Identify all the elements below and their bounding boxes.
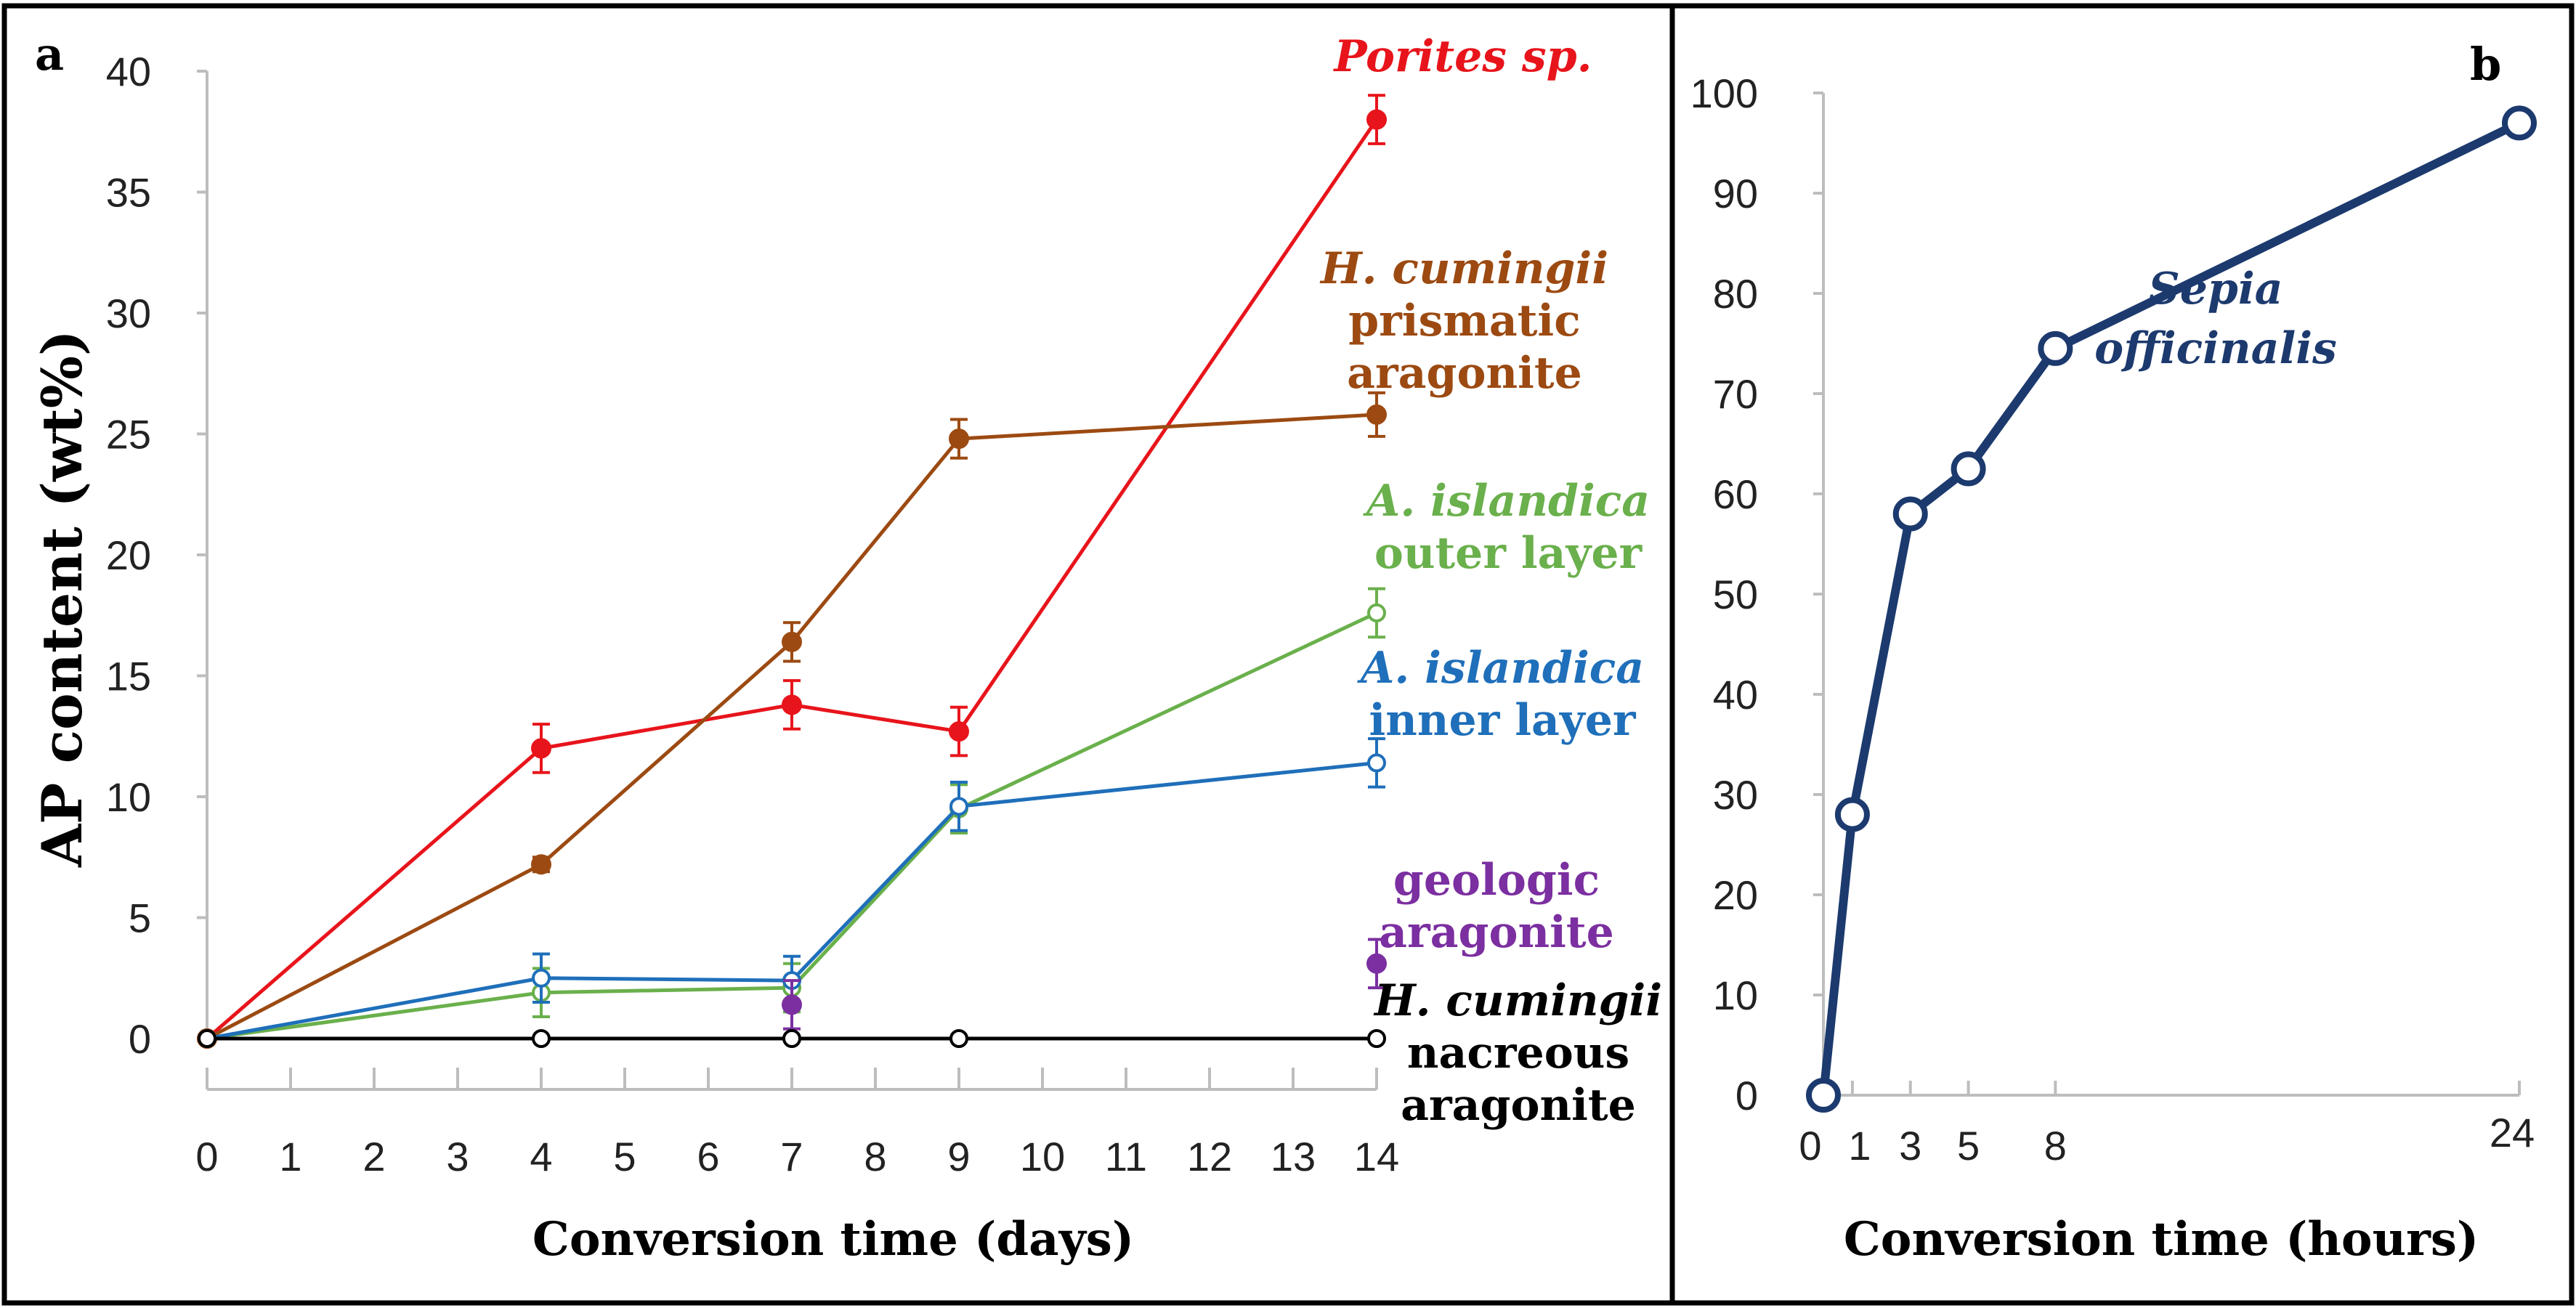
panel-a-y-tick-label: 25: [106, 412, 151, 458]
panel-a-data-point: [949, 721, 969, 742]
panel-b-letter: b: [2470, 38, 2501, 91]
panel-b-x-tick-label: 0: [1799, 1123, 1821, 1169]
panel-a-y-tick-label: 5: [129, 895, 151, 941]
panel-a-series-label: A. islandica: [1363, 476, 1650, 527]
panel-a-data-point: [1366, 109, 1387, 130]
panel-a-data-point: [531, 738, 551, 759]
panel-a-x-tick-label: 8: [864, 1134, 886, 1179]
panel-b-data-point: [2502, 105, 2537, 141]
panel-a-data-point: [1367, 603, 1386, 622]
panel-a-data-point: [1367, 1029, 1386, 1048]
panel-a-x-tick-label: 0: [195, 1134, 218, 1179]
panel-a-x-tick-label: 6: [697, 1134, 719, 1179]
panel-a-data-point: [949, 428, 969, 450]
panel-a-y-tick-label: 0: [129, 1016, 151, 1062]
panel-a-x-tick-label: 4: [530, 1134, 552, 1179]
panel-b-frame: [1669, 3, 2575, 1306]
panel-b-y-tick-label: 70: [1713, 371, 1758, 417]
panel-a-data-point: [531, 854, 551, 875]
panel-b-x-tick-label: 3: [1899, 1123, 1921, 1169]
panel-b-data-point: [1892, 496, 1928, 532]
panel-a-data-point: [949, 1029, 968, 1048]
panel-a-series-label: A. islandica: [1357, 643, 1644, 694]
panel-a-series-label: nacreous: [1407, 1028, 1629, 1079]
panel-a-letter: a: [35, 28, 64, 81]
panel-a-y-tick-label: 10: [106, 774, 151, 820]
panel-a-data-point: [532, 1029, 551, 1048]
panel-b-data-point: [1834, 797, 1870, 832]
panel-a-x-tick-label: 11: [1105, 1134, 1147, 1179]
panel-a-series-label: geologic: [1393, 855, 1600, 906]
panel-b-x-tick-label: 1: [1848, 1123, 1871, 1169]
panel-a-series-label: prismatic: [1348, 296, 1581, 346]
panel-b-y-tick-label: 60: [1713, 471, 1758, 517]
panel-b-y-tick-label: 20: [1713, 872, 1758, 918]
panel-b-y-tick-label: 0: [1735, 1073, 1758, 1118]
panel-a-x-tick-label: 13: [1271, 1134, 1316, 1179]
panel-a-y-tick-label: 30: [106, 291, 151, 336]
panel-b-data-point: [1806, 1078, 1841, 1113]
panel-b-data-point: [2038, 330, 2073, 366]
panel-a-y-tick-label: 20: [106, 532, 151, 578]
panel-a-series-line-porites-sp: [206, 118, 1379, 1040]
panel-b-y-tick-label: 80: [1713, 271, 1758, 317]
panel-b-series-label: Sepia: [2148, 264, 2283, 314]
panel-a-data-point: [1366, 953, 1387, 974]
panel-a-x-tick-label: 2: [362, 1134, 385, 1179]
panel-a-data-point: [782, 994, 802, 1015]
panel-a-x-tick-label: 3: [446, 1134, 469, 1179]
panel-a-data-point: [782, 1029, 801, 1048]
panel-a-data-point: [949, 797, 968, 816]
panel-b-y-tick-label: 100: [1690, 70, 1758, 116]
panel-a-x-tick-label: 14: [1354, 1134, 1399, 1179]
panel-a-y-tick-label: 35: [106, 170, 151, 216]
panel-a-x-axis-title: Conversion time (days): [532, 1212, 1134, 1267]
panel-a-x-tick-label: 9: [947, 1134, 970, 1179]
panel-a-series-label: aragonite: [1347, 348, 1582, 399]
panel-a-x-tick-label: 12: [1187, 1134, 1232, 1179]
panel-b-x-tick-label: 24: [2490, 1110, 2535, 1155]
panel-b-y-tick-label: 50: [1713, 572, 1758, 617]
panel-a-y-axis-title: AP content (wt%): [30, 330, 94, 868]
panel-b-series-line-sepia-officinalis: [1819, 119, 2522, 1096]
panel-a-data-point: [198, 1029, 216, 1048]
panel-a-x-tick-label: 10: [1020, 1134, 1065, 1179]
panel-b-y-tick-label: 40: [1713, 672, 1758, 718]
panel-a-series-label: Porites sp.: [1332, 31, 1592, 82]
panel-a-x-tick-label: 7: [780, 1134, 803, 1179]
panel-b-series-sepia-officinalis: [1806, 105, 2537, 1113]
panel-b-y-tick-label: 30: [1713, 772, 1758, 818]
panel-a-y-tick-label: 15: [106, 654, 151, 699]
panel-a-series-porites-sp: [197, 94, 1387, 1049]
panel-a-x-tick-label: 1: [279, 1134, 301, 1179]
panel-b-series-label: officinalis: [2094, 323, 2337, 374]
panel-a-series-label: inner layer: [1369, 695, 1636, 746]
panel-b-y-tick-label: 90: [1713, 171, 1758, 216]
panel-b-data-point: [1951, 451, 1986, 487]
panel-b-y-tick-label: 10: [1713, 972, 1758, 1018]
panel-a-series-h-cumingii-nacreous-aragonite: [198, 1029, 1386, 1048]
panel-a-data-point: [532, 968, 551, 988]
panel-a-series-geologic-aragonite: [782, 938, 1387, 1031]
panel-a-data-point: [782, 694, 802, 715]
panel-a-series-label: aragonite: [1379, 907, 1614, 958]
panel-a-series-label: H. cumingii: [1373, 975, 1662, 1026]
panel-b-x-tick-label: 8: [2044, 1123, 2067, 1169]
panel-a-series-label: H. cumingii: [1319, 243, 1608, 294]
panel-a-data-point: [1367, 753, 1386, 773]
panel-a-series-label: outer layer: [1374, 528, 1643, 579]
panel-b-x-tick-label: 5: [1957, 1123, 1980, 1169]
panel-b-x-axis-title: Conversion time (hours): [1844, 1212, 2479, 1267]
panel-a-data-point: [1366, 404, 1387, 425]
panel-a-series-label: aragonite: [1401, 1080, 1636, 1131]
panel-a-data-point: [782, 631, 802, 652]
panel-a-x-tick-label: 5: [613, 1134, 636, 1179]
panel-a-y-tick-label: 40: [106, 49, 151, 94]
